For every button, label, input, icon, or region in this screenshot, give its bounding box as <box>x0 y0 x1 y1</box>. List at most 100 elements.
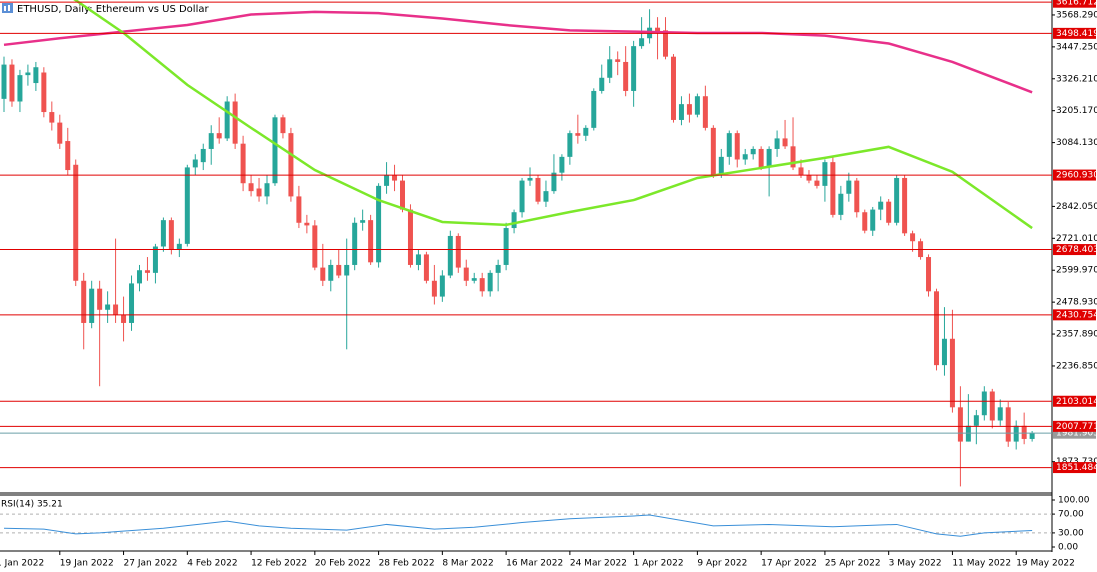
candle-body <box>184 167 190 244</box>
symbol-icon <box>2 3 13 13</box>
candle-body <box>878 201 884 210</box>
candle-body <box>559 156 565 173</box>
moving-average <box>73 0 1033 230</box>
candle-body <box>455 235 461 268</box>
candle-body <box>535 177 541 202</box>
candle-body <box>750 148 756 155</box>
candle-body <box>902 177 908 234</box>
candle-body <box>567 133 573 157</box>
x-tick-label: 19 May 2022 <box>1016 559 1075 569</box>
candle-body <box>495 264 501 273</box>
rsi-tick-label: 30.00 <box>1058 528 1084 538</box>
candle-body <box>655 27 661 33</box>
rsi-tick-label: 100.00 <box>1058 496 1090 506</box>
candle-body <box>862 212 868 231</box>
candle-body <box>384 175 390 186</box>
candle-body <box>997 407 1003 421</box>
candle-body <box>344 264 350 276</box>
candle-body <box>1021 425 1027 439</box>
candle-body <box>694 96 700 115</box>
candle-body <box>965 425 971 442</box>
candle-body <box>910 233 916 242</box>
candle-body <box>519 180 525 213</box>
x-tick-label: 19 Jan 2022 <box>60 559 114 569</box>
candle-body <box>527 177 533 181</box>
candle-body <box>25 72 31 76</box>
rsi-panel <box>0 513 1052 537</box>
level-box <box>1053 0 1096 8</box>
candle-body <box>575 133 581 136</box>
candle-body <box>503 228 509 265</box>
level-box <box>1053 462 1096 474</box>
candle-body <box>487 272 493 292</box>
y-tick-label: 3568.290 <box>1056 10 1097 20</box>
candle-body <box>256 188 262 197</box>
candle-body <box>296 196 302 223</box>
candle-body <box>41 72 47 113</box>
level-label: 2678.403 <box>1056 245 1097 255</box>
candle-body <box>1005 407 1011 442</box>
rsi-tick-label: 0.00 <box>1058 543 1078 553</box>
candle-body <box>160 220 166 247</box>
candle-body <box>631 46 637 91</box>
candle-body <box>686 104 692 115</box>
candle-body <box>97 288 103 310</box>
x-tick-label: 8 Mar 2022 <box>442 559 493 569</box>
candle-body <box>926 257 932 292</box>
candle-body <box>105 304 111 310</box>
candle-body <box>949 338 955 408</box>
candle-body <box>312 225 318 268</box>
candle-body <box>607 59 613 78</box>
x-tick-label: 25 Apr 2022 <box>825 559 881 569</box>
candle-body <box>543 191 549 202</box>
candle-body <box>854 180 860 213</box>
candle-body <box>431 280 437 297</box>
candle-body <box>639 38 645 47</box>
level-label: 2960.930 <box>1056 171 1097 181</box>
candle-body <box>798 167 804 176</box>
candle-body <box>113 304 119 316</box>
level-box <box>1053 169 1096 181</box>
y-tick-label: 3447.250 <box>1056 42 1097 52</box>
candle-body <box>89 288 95 323</box>
moving-average <box>3 10 1033 94</box>
y-tick-label: 2236.850 <box>1056 361 1097 371</box>
level-box <box>1053 309 1096 321</box>
x-tick-label: 1 Apr 2022 <box>634 559 684 569</box>
candle-body <box>718 156 724 176</box>
candle-body <box>192 159 198 168</box>
candle-body <box>471 278 477 281</box>
candle-body <box>447 235 453 276</box>
candle-body <box>136 270 142 284</box>
candle-body <box>176 243 182 250</box>
x-tick-label: 20 Feb 2022 <box>315 559 371 569</box>
candle-body <box>121 315 127 323</box>
candle-body <box>742 154 748 160</box>
candle-body <box>49 112 55 123</box>
candle-body <box>870 209 876 231</box>
candle-body <box>846 180 852 194</box>
candle-body <box>288 133 294 197</box>
candle-body <box>33 67 39 84</box>
candle-body <box>734 133 740 160</box>
price-panel <box>0 0 1052 487</box>
candle-body <box>57 122 63 144</box>
rsi-line <box>3 514 1033 537</box>
y-tick-label: 3084.130 <box>1056 138 1097 148</box>
candle-body <box>232 101 238 144</box>
x-tick-label: 3 May 2022 <box>889 559 942 569</box>
last-price-label: 1981.905 <box>1056 429 1097 439</box>
candle-body <box>838 193 844 215</box>
y-tick-label: 2357.890 <box>1056 330 1097 340</box>
candle-body <box>320 267 326 281</box>
y-tick-label: 2721.010 <box>1056 234 1097 244</box>
candle-body <box>400 180 405 210</box>
candle-body <box>822 162 828 186</box>
candle-body <box>73 164 79 281</box>
candle-body <box>479 278 485 292</box>
candle-body <box>360 220 366 223</box>
candle-body <box>9 64 15 102</box>
candle-body <box>304 222 310 226</box>
candle-body <box>168 220 174 250</box>
